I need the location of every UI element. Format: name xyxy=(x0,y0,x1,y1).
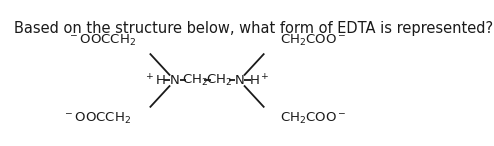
Text: $^-$OOCCH$_2$: $^-$OOCCH$_2$ xyxy=(63,111,131,126)
Text: N: N xyxy=(170,74,179,87)
Text: Based on the structure below, what form of EDTA is represented?: Based on the structure below, what form … xyxy=(14,21,493,36)
Text: CH$_2$COO$^-$: CH$_2$COO$^-$ xyxy=(280,32,346,48)
Text: $^-$OOCCH$_2$: $^-$OOCCH$_2$ xyxy=(68,32,136,48)
Text: CH$_2$COO$^-$: CH$_2$COO$^-$ xyxy=(280,111,346,126)
Text: N: N xyxy=(235,74,244,87)
Text: H$^+$: H$^+$ xyxy=(249,73,270,88)
Text: $^+$H: $^+$H xyxy=(144,73,167,88)
Text: CH$_2$: CH$_2$ xyxy=(206,73,233,88)
Text: CH$_2$: CH$_2$ xyxy=(182,73,208,88)
